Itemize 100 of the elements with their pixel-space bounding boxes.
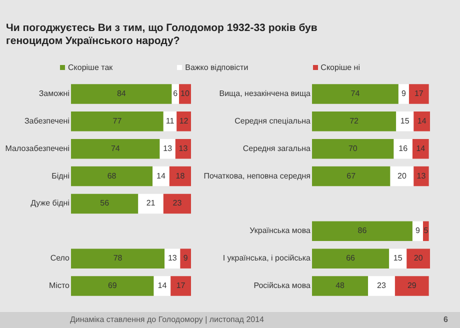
data-label: 29	[407, 281, 417, 290]
bar	[71, 248, 165, 268]
legend-label: Важко відповісти	[184, 63, 248, 72]
bar	[71, 166, 153, 186]
y-tick-label: Українська мова	[250, 226, 312, 236]
data-label: 21	[146, 198, 156, 208]
bar	[312, 84, 398, 104]
bar	[180, 248, 191, 268]
legend-label: Скоріше так	[67, 63, 113, 72]
data-label: 13	[163, 144, 173, 153]
bar	[312, 166, 390, 186]
data-label: 14	[156, 171, 166, 180]
bar	[408, 84, 429, 104]
y-tick-label: Російська мова	[254, 281, 312, 290]
text: 6	[444, 315, 448, 324]
bar	[312, 276, 368, 296]
data-label: 11	[166, 116, 175, 126]
bar	[312, 112, 396, 132]
data-label: 14	[417, 116, 427, 126]
bar	[71, 84, 172, 104]
data-label: 78	[113, 254, 123, 263]
y-tick-label: Забезпечені	[24, 116, 70, 126]
bar	[164, 248, 180, 268]
bar	[312, 138, 394, 159]
data-label: 70	[348, 144, 358, 153]
y-tick-label: Село	[50, 254, 70, 263]
bar	[170, 276, 191, 296]
bar	[175, 138, 191, 159]
data-label: 17	[414, 88, 424, 98]
bar	[138, 194, 164, 214]
data-label: 67	[346, 171, 356, 180]
y-tick-label: Бідні	[52, 171, 70, 180]
data-label: 13	[416, 171, 426, 180]
bar	[71, 276, 154, 296]
data-label: 74	[110, 144, 120, 153]
bar	[394, 138, 412, 159]
y-tick-label: Вища, незакінчена вища	[219, 88, 312, 98]
bar	[71, 138, 160, 159]
bar	[163, 112, 177, 132]
data-label: 15	[400, 116, 410, 126]
data-label: 48	[336, 281, 346, 290]
y-tick-label: Дуже бідні	[30, 198, 70, 208]
y-tick-label: Заможні	[38, 88, 70, 98]
data-label: 66	[346, 254, 356, 263]
text: Динаміка ставлення до Голодомору | листопад 2014	[70, 315, 264, 324]
y-tick-label: Малозабезпечені	[5, 144, 70, 153]
bar	[412, 221, 423, 242]
data-label: 18	[176, 171, 186, 180]
data-label: 9	[401, 88, 406, 98]
legend-label: Скоріше ні	[320, 63, 360, 72]
y-tick-label: І українська, і російська	[222, 254, 312, 263]
data-label: 20	[398, 171, 407, 180]
bar	[71, 194, 138, 214]
data-label: 10	[180, 88, 190, 98]
data-label: 16	[398, 144, 408, 153]
data-label: 14	[416, 144, 426, 153]
chart-title: Чи погоджуєтесь Ви з тим, що Голодомор 1932-33 років був геноцидом Українського народу?	[6, 22, 318, 48]
bar	[312, 221, 412, 242]
data-label: 6	[173, 88, 178, 98]
data-label: 13	[178, 144, 188, 153]
bar	[406, 248, 430, 268]
y-tick-label: Початкова, неповна середня	[204, 171, 310, 180]
bar	[368, 276, 395, 296]
data-label: 14	[158, 281, 168, 290]
bar	[390, 166, 414, 186]
bar	[412, 138, 429, 159]
bar	[71, 112, 164, 132]
data-label: 13	[168, 254, 178, 263]
data-label: 9	[416, 226, 421, 236]
data-label: 56	[100, 198, 110, 208]
data-label: 74	[350, 88, 360, 98]
bar	[398, 84, 409, 104]
data-label: 12	[179, 116, 189, 126]
y-tick-label: Середня загальна	[242, 144, 312, 153]
bar	[152, 166, 170, 186]
data-label: 72	[350, 116, 360, 126]
data-label: 69	[108, 281, 118, 290]
bar	[176, 112, 191, 132]
bar	[414, 166, 429, 186]
bar	[154, 276, 171, 296]
data-label: 5	[424, 226, 429, 236]
bar	[396, 112, 414, 132]
bar	[169, 166, 191, 186]
data-label: 77	[112, 116, 122, 126]
data-label: 23	[377, 281, 387, 290]
data-label: 17	[176, 281, 186, 290]
data-label: 86	[358, 226, 368, 236]
bar	[389, 248, 407, 268]
y-tick-label: Середня спеціальна	[234, 116, 312, 126]
bar	[163, 194, 191, 214]
bar	[312, 248, 390, 268]
bar	[394, 276, 429, 296]
data-label: 84	[116, 88, 126, 98]
bar	[414, 112, 430, 132]
data-label: 68	[107, 171, 117, 180]
data-label: 20	[414, 254, 424, 263]
y-tick-label: Місто	[49, 281, 70, 290]
data-label: 9	[183, 254, 188, 263]
data-label: 23	[172, 198, 182, 208]
data-label: 15	[393, 254, 403, 263]
